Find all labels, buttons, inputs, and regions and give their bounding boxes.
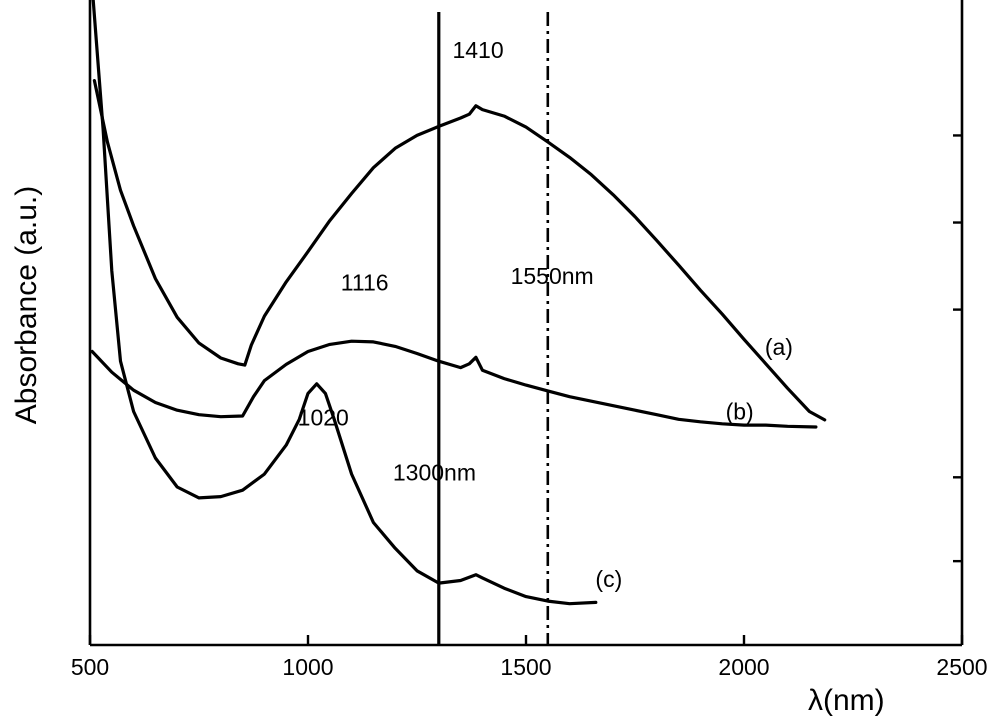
- ticks: [88, 134, 964, 645]
- y-axis-title: Absorbance (a.u.): [10, 186, 43, 424]
- x-tick-label-1500: 1500: [500, 654, 551, 680]
- annotation-1116: 1116: [341, 269, 389, 295]
- annotation-b: (b): [726, 398, 754, 424]
- annotation-c: (c): [595, 566, 622, 592]
- x-axis-title: λ(nm): [808, 684, 885, 717]
- series-c-line: [91, 0, 598, 606]
- reference-lines: [437, 12, 550, 645]
- annotation-1410: 1410: [452, 37, 503, 63]
- x-tick-label-2000: 2000: [718, 654, 769, 680]
- plot-frame: [88, 0, 964, 647]
- series-b-line: [90, 339, 818, 429]
- annotation-1550nm: 1550nm: [511, 263, 594, 289]
- annotations: 1410 1116 1020 1550nm 1300nm (a) (b) (c): [298, 37, 793, 592]
- annotation-a: (a): [765, 334, 793, 360]
- x-tick-label-500: 500: [71, 654, 109, 680]
- annotation-1300nm: 1300nm: [393, 460, 476, 486]
- x-tick-label-2500: 2500: [936, 654, 987, 680]
- series-a-line: [92, 79, 827, 422]
- x-tick-labels: 500 1000 1500 2000 2500: [71, 654, 988, 680]
- x-tick-label-1000: 1000: [282, 654, 333, 680]
- series-curves: [90, 0, 827, 606]
- annotation-1020: 1020: [298, 405, 349, 431]
